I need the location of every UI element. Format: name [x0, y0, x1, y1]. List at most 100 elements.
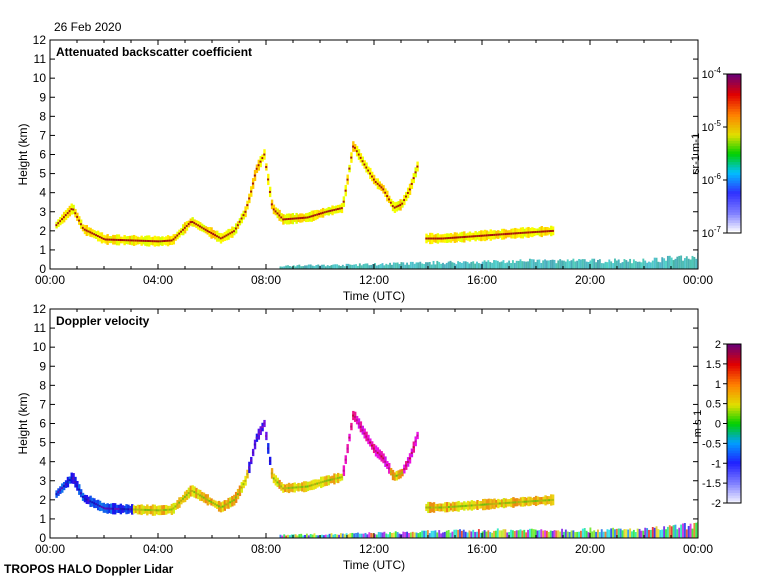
colorbar-cell: [727, 479, 741, 483]
colorbar-tick-label: 10-7: [702, 225, 722, 240]
data-mark: [121, 239, 124, 242]
colorbar-cell: [727, 177, 741, 181]
data-mark: [574, 261, 577, 269]
data-mark: [59, 220, 62, 223]
data-mark: [430, 237, 433, 240]
data-mark: [451, 505, 454, 508]
data-mark: [354, 415, 357, 418]
data-mark: [326, 534, 329, 538]
data-mark: [292, 265, 295, 269]
data-mark: [197, 224, 200, 227]
data-mark: [379, 264, 382, 269]
data-mark: [131, 508, 133, 511]
data-mark: [449, 236, 452, 239]
data-mark: [217, 236, 220, 239]
colorbar-cell: [727, 394, 741, 398]
data-mark: [287, 486, 290, 489]
data-mark: [551, 498, 554, 501]
data-mark: [525, 261, 528, 269]
data-mark: [334, 534, 337, 538]
x-tick-label: 00:00: [35, 273, 65, 287]
data-mark: [368, 532, 371, 538]
data-mark: [504, 263, 507, 269]
data-mark: [513, 531, 516, 538]
plot-title: Attenuated backscatter coefficient: [56, 45, 252, 59]
data-mark: [429, 506, 432, 509]
data-mark: [487, 260, 490, 269]
panel-0: 10-7 10-6 10-5 10-4: [49, 39, 742, 270]
data-mark: [619, 528, 622, 538]
data-mark: [113, 507, 116, 510]
data-mark: [197, 493, 200, 496]
data-mark: [295, 486, 298, 489]
data-mark: [361, 160, 364, 163]
data-mark: [666, 526, 669, 538]
colorbar-cell: [727, 84, 741, 88]
data-mark: [307, 535, 310, 538]
data-mark: [410, 182, 413, 185]
data-mark: [426, 530, 429, 538]
data-mark: [487, 234, 490, 237]
data-mark: [341, 264, 344, 269]
data-mark: [409, 261, 412, 269]
data-mark: [593, 530, 596, 538]
data-mark: [444, 237, 447, 240]
data-mark: [399, 472, 402, 475]
data-mark: [81, 226, 84, 229]
data-mark: [259, 429, 262, 432]
data-mark: [442, 506, 445, 509]
x-tick-label: 20:00: [575, 273, 605, 287]
data-mark: [498, 530, 501, 538]
data-mark: [144, 239, 147, 242]
data-mark: [93, 233, 96, 236]
data-mark: [551, 229, 554, 232]
data-mark: [398, 264, 401, 269]
data-mark: [557, 530, 560, 538]
colorbar-cell: [727, 214, 741, 218]
data-mark: [221, 236, 224, 239]
data-mark: [610, 528, 613, 538]
data-mark: [621, 262, 624, 269]
data-mark: [516, 232, 519, 235]
data-mark: [371, 175, 374, 178]
plot-title: Doppler velocity: [56, 314, 150, 328]
data-mark: [251, 451, 254, 454]
data-mark: [325, 479, 328, 482]
colorbar-cell: [727, 119, 741, 123]
colorbar-cell: [727, 140, 741, 144]
data-mark: [542, 230, 545, 233]
data-mark: [544, 499, 547, 502]
data-mark: [504, 233, 507, 236]
data-mark: [157, 509, 160, 512]
data-mark: [440, 237, 443, 240]
data-mark: [381, 263, 384, 269]
data-mark: [534, 499, 537, 502]
data-mark: [510, 501, 513, 504]
colorbar-tick-label: 1: [715, 379, 721, 391]
data-mark: [436, 260, 439, 269]
data-mark: [274, 479, 277, 482]
data-mark: [253, 174, 256, 177]
data-mark: [653, 527, 656, 538]
y-tick-label: 12: [33, 302, 47, 316]
data-mark: [376, 451, 379, 454]
data-mark: [304, 265, 306, 269]
data-mark: [646, 528, 649, 538]
data-mark: [634, 532, 637, 538]
colorbar-cell: [727, 412, 741, 417]
data-mark: [298, 534, 301, 538]
colorbar-cell: [727, 457, 741, 462]
data-mark: [310, 484, 313, 487]
data-mark: [550, 230, 553, 233]
data-mark: [288, 266, 291, 269]
colorbar-cell: [727, 423, 741, 427]
data-mark: [148, 509, 151, 512]
data-mark: [283, 534, 286, 538]
data-mark: [270, 472, 273, 475]
data-mark: [495, 502, 498, 505]
data-mark: [337, 477, 340, 480]
data-mark: [223, 235, 226, 238]
data-mark: [219, 237, 222, 240]
data-mark: [568, 532, 571, 538]
data-mark: [682, 523, 684, 538]
